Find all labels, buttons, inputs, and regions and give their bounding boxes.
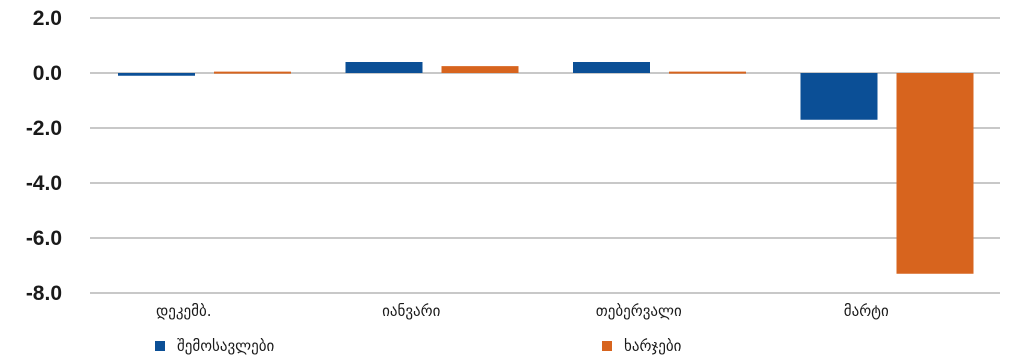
bar-series-2 (896, 73, 974, 274)
legend-label: ხარჯები (624, 337, 682, 355)
bar-series-2 (441, 66, 519, 73)
y-tick-label: 0.0 (33, 62, 62, 85)
y-axis-tick-labels: 2.0 0.0 -2.0 -4.0 -6.0 -8.0 (26, 7, 62, 305)
legend-label: შემოსავლები (177, 337, 275, 355)
legend: შემოსავლები ხარჯები (155, 337, 682, 355)
bar-series-2 (214, 71, 291, 74)
x-category-label: თებერვალი (596, 302, 682, 320)
bar-series-1 (345, 62, 423, 73)
gridlines (90, 17, 1000, 294)
bar-series-2 (669, 71, 746, 74)
bars (118, 62, 974, 274)
x-category-label: დეკემბ. (156, 302, 212, 320)
y-tick-label: -2.0 (26, 117, 62, 140)
x-category-label: მარტი (844, 302, 889, 320)
y-tick-label: -4.0 (26, 172, 62, 195)
y-tick-label: -6.0 (26, 227, 62, 250)
y-tick-label: 2.0 (33, 7, 62, 30)
legend-swatch (155, 341, 165, 351)
x-axis-category-labels: დეკემბ. იანვარი თებერვალი მარტი (156, 302, 889, 320)
y-tick-label: -8.0 (26, 282, 62, 305)
bar-series-1 (118, 73, 195, 76)
bar-series-1 (800, 73, 878, 120)
legend-swatch (602, 341, 612, 351)
x-category-label: იანვარი (382, 302, 440, 320)
bar-series-1 (573, 62, 650, 73)
